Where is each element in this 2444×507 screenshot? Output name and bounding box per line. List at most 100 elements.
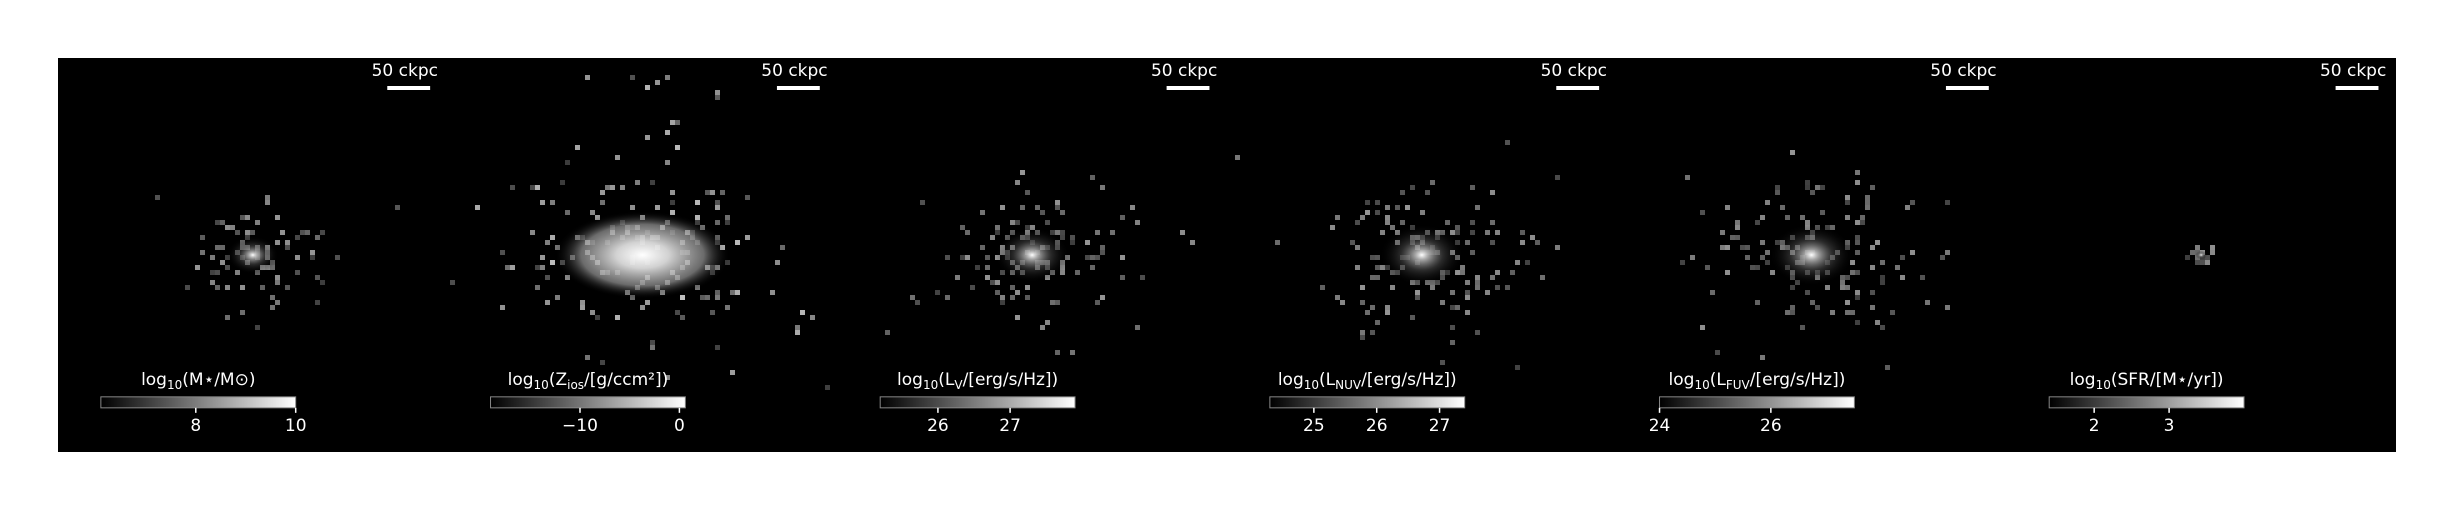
pixel	[185, 285, 190, 290]
pixel	[655, 80, 660, 85]
label-part: ios	[567, 378, 584, 392]
pixel	[990, 280, 995, 285]
pixel	[1000, 205, 1005, 210]
pixel	[1370, 275, 1375, 280]
pixel	[1330, 225, 1335, 230]
pixel	[1060, 230, 1065, 235]
scale-bar-label: 50 ckpc	[372, 61, 438, 81]
pixel	[1465, 280, 1470, 285]
pixel	[1905, 205, 1910, 210]
pixel	[270, 305, 275, 310]
pixel	[615, 315, 620, 320]
pixel	[1725, 270, 1730, 275]
pixel	[2210, 245, 2215, 250]
pixel	[675, 120, 680, 125]
pixel	[585, 75, 590, 80]
pixel	[1850, 260, 1855, 265]
pixel	[725, 305, 730, 310]
pixel	[745, 235, 750, 240]
pixel	[1730, 235, 1735, 240]
pixel	[730, 290, 735, 295]
pixel	[240, 310, 245, 315]
label-part: 10	[167, 378, 182, 392]
pixel	[920, 200, 925, 205]
pixel	[1465, 240, 1470, 245]
pixel	[1450, 290, 1455, 295]
pixel	[1515, 260, 1520, 265]
pixel	[1490, 275, 1495, 280]
pixel	[1360, 335, 1365, 340]
pixel	[670, 200, 675, 205]
scale-bar	[387, 86, 431, 90]
pixel	[315, 275, 320, 280]
pixel	[575, 145, 580, 150]
pixel	[475, 205, 480, 210]
label-part: (SFR/[M⋆/yr])	[2111, 370, 2224, 390]
pixel	[1100, 250, 1105, 255]
pixel	[1855, 235, 1860, 240]
pixel	[550, 235, 555, 240]
pixel	[1350, 240, 1355, 245]
colorbar	[1269, 396, 1466, 409]
pixel	[510, 265, 515, 270]
pixel	[885, 330, 890, 335]
scale-bar	[1556, 86, 1600, 90]
pixel	[1735, 220, 1740, 225]
pixel	[980, 210, 985, 215]
pixel	[320, 280, 325, 285]
pixel	[1830, 310, 1835, 315]
colorbar-tick-label: 26	[1760, 416, 1782, 436]
pixel	[1720, 245, 1725, 250]
pixel	[1700, 325, 1705, 330]
pixel	[285, 240, 290, 245]
pixel	[265, 195, 270, 200]
pixel	[565, 160, 570, 165]
pixel	[1775, 190, 1780, 195]
pixel	[1790, 310, 1795, 315]
pixel	[1385, 215, 1390, 220]
pixel	[800, 310, 805, 315]
pixel	[1015, 315, 1020, 320]
label-part: (L	[1319, 370, 1336, 390]
pixel	[550, 260, 555, 265]
pixel	[1235, 155, 1240, 160]
pixel	[1110, 230, 1115, 235]
pixel	[1060, 235, 1065, 240]
pixel	[240, 285, 245, 290]
pixel	[550, 200, 555, 205]
pixel	[1945, 250, 1950, 255]
pixel	[1855, 170, 1860, 175]
pixel	[1725, 205, 1730, 210]
pixel	[825, 385, 830, 390]
pixel	[1815, 305, 1820, 310]
label-part: NUV	[1335, 378, 1362, 392]
pixel	[615, 155, 620, 160]
colorbar-tick-label: 8	[190, 416, 201, 436]
pixel	[265, 200, 270, 205]
pixel	[1355, 245, 1360, 250]
pixel	[275, 300, 280, 305]
pixel	[705, 295, 710, 300]
pixel	[670, 190, 675, 195]
pixel	[1365, 310, 1370, 315]
pixel	[1355, 265, 1360, 270]
pixel	[1000, 300, 1005, 305]
label-part: log	[1669, 370, 1695, 390]
pixel	[1375, 275, 1380, 280]
pixel	[1070, 350, 1075, 355]
pixel	[1385, 310, 1390, 315]
colorbar	[2048, 396, 2245, 409]
pixel	[1465, 295, 1470, 300]
label-part: /[g/ccm²])	[584, 370, 668, 390]
pixel	[1375, 255, 1380, 260]
pixel	[1465, 310, 1470, 315]
pixel	[1510, 270, 1515, 275]
pixel	[1855, 270, 1860, 275]
pixel	[1375, 265, 1380, 270]
pixel	[715, 205, 720, 210]
colorbar-label: log10(SFR/[M⋆/yr])	[2070, 370, 2224, 392]
pixel	[995, 225, 1000, 230]
pixel	[1375, 210, 1380, 215]
pixel	[225, 315, 230, 320]
pixel	[1825, 285, 1830, 290]
